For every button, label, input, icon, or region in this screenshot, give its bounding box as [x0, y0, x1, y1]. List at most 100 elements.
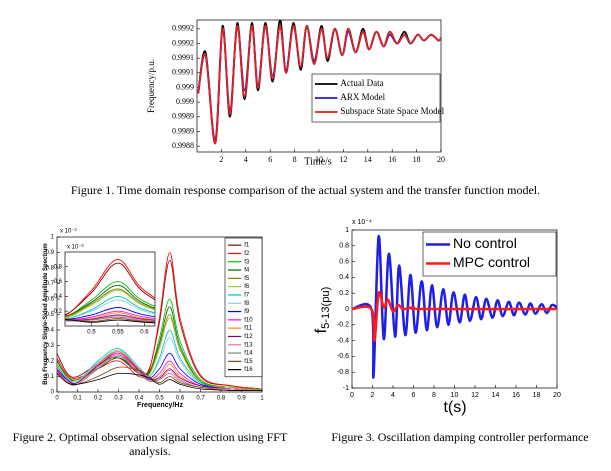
inset-series-line — [65, 318, 155, 323]
legend-label: f4 — [244, 268, 250, 274]
y-axis-label-main: f — [313, 328, 330, 333]
x-tick-label: 0.6 — [176, 396, 185, 402]
legend-label: ARX Model — [340, 92, 385, 102]
inset-series-line — [65, 258, 155, 317]
y-tick-label: 0.1 — [46, 374, 55, 380]
caption: Figure 3. Oscillation damping controller… — [331, 430, 589, 444]
y-tick-label: 0.9 — [46, 250, 55, 256]
y-tick-label: 0.8 — [46, 266, 55, 272]
legend-label: f13 — [244, 342, 253, 348]
inset-series-line — [65, 290, 155, 319]
x-tick-label: 18 — [413, 155, 421, 164]
axis-exponent: x 10⁻³ — [60, 229, 77, 235]
y-axis-label-main: Bus Frequency Single-Sided Amplitude Spe… — [43, 243, 49, 384]
x-tick-label: 0.8 — [217, 396, 226, 402]
x-tick-label: 0.2 — [94, 396, 103, 402]
y-tick-label: 0.9991 — [172, 53, 194, 62]
x-tick-label: 14 — [364, 155, 372, 164]
x-tick-label: 8 — [432, 392, 436, 399]
inset-series-line — [65, 284, 155, 317]
legend-label: f6 — [244, 284, 250, 290]
y-tick-label: 0.9988 — [172, 141, 194, 150]
x-tick-label: 4 — [391, 392, 395, 399]
y-tick-label: 0 — [51, 390, 55, 396]
axis-exponent: x 10⁻⁴ — [352, 219, 372, 226]
inset-y-tick-label: 0.8 — [54, 264, 63, 270]
x-tick-label: 6 — [268, 155, 272, 164]
legend-label: f12 — [244, 334, 253, 340]
inset-lines — [65, 258, 155, 324]
y-axis-label-sub: 5-13(pu) — [320, 286, 332, 329]
y-tick-label: 0.9991 — [172, 68, 194, 77]
legend-label: No control — [453, 235, 517, 251]
x-tick-label: 20 — [437, 155, 445, 164]
x-tick-label: 8 — [293, 155, 297, 164]
legend-label: f3 — [244, 259, 250, 265]
x-tick-label: 10 — [315, 155, 323, 164]
x-tick-label: 0.3 — [114, 396, 123, 402]
series-line — [57, 354, 262, 391]
y-tick-label: 0.9989 — [172, 126, 194, 135]
y-tick-label: 0.999 — [176, 82, 194, 91]
x-tick-label: 2 — [371, 392, 375, 399]
y-tick-label: 0.5 — [46, 312, 55, 318]
y-tick-label: -0.6 — [337, 353, 349, 360]
y-tick-label: -0.8 — [337, 369, 349, 376]
y-tick-label: 0.999 — [176, 97, 194, 106]
inset-y-tick-label: 0.6 — [54, 279, 63, 285]
y-tick-label: 0.9989 — [172, 112, 194, 121]
legend-box — [224, 237, 263, 378]
y-tick-label: 1 — [51, 235, 55, 241]
inset-x-tick-label: 0.55 — [112, 330, 124, 336]
series-line — [197, 24, 441, 145]
x-tick-label: 18 — [533, 392, 541, 399]
y-tick-label: -0.4 — [337, 337, 349, 344]
caption: Figure 1. Time domain response compariso… — [70, 183, 541, 197]
series-line — [57, 372, 262, 391]
y-tick-label: 0.4 — [46, 328, 55, 334]
x-tick-label: 0.7 — [196, 396, 205, 402]
x-axis-label: Frequency/Hz — [137, 402, 183, 409]
y-tick-label: 0.4 — [339, 274, 349, 281]
inset-x-tick-label: 0.5 — [87, 330, 96, 336]
y-tick-label: 0.2 — [46, 359, 55, 365]
inset-y-tick-label: 0.2 — [54, 309, 63, 315]
x-tick-label: 0.1 — [73, 396, 82, 402]
y-tick-label: 0.7 — [46, 281, 55, 287]
series-line — [57, 314, 262, 390]
legend-label: f11 — [244, 326, 253, 332]
x-axis-label: Time/s — [304, 156, 332, 167]
inset-exponent: x 10⁻³ — [67, 245, 84, 251]
y-tick-label: -1 — [343, 385, 349, 392]
y-axis-label: Frequency/p.u. — [146, 59, 156, 113]
series-line — [352, 290, 557, 342]
legend-label: f1 — [244, 243, 250, 249]
inset-series-line — [65, 316, 155, 323]
legend-label: f5 — [244, 276, 250, 282]
x-tick-label: 16 — [512, 392, 520, 399]
legend-label: Subspace State Space Model — [340, 106, 444, 116]
legend-label: Actual Data — [340, 78, 383, 88]
legend-box — [422, 231, 557, 277]
series-line — [57, 259, 262, 390]
x-tick-label: 12 — [339, 155, 347, 164]
y-axis-label-main: Frequency/p.u. — [146, 59, 156, 113]
y-axis-label: Bus Frequency Single-Sided Amplitude Spe… — [43, 243, 49, 384]
inset-x-tick-label: 0.6 — [140, 330, 149, 336]
x-tick-label: 16 — [388, 155, 396, 164]
x-tick-label: 20 — [553, 392, 561, 399]
x-tick-label: 1 — [260, 396, 264, 402]
chart: 0 0.1 0.2 0.3 0.4 0.5 0.6 0.7 0.8 0.9 100.10.20.30… — [43, 229, 265, 409]
y-tick-label: 0.2 — [339, 290, 349, 297]
x-tick-label: 10 — [451, 392, 459, 399]
inset-y-tick-label: 0.4 — [54, 294, 63, 300]
legend-label: f14 — [244, 351, 253, 357]
y-tick-label: 0.8 — [339, 243, 349, 250]
y-axis-label: f5-13(pu) — [313, 286, 332, 333]
legend-label: f9 — [244, 309, 250, 315]
y-tick-label: -0.2 — [337, 322, 349, 329]
x-tick-label: 0 — [350, 392, 354, 399]
legend-label: f2 — [244, 251, 250, 257]
